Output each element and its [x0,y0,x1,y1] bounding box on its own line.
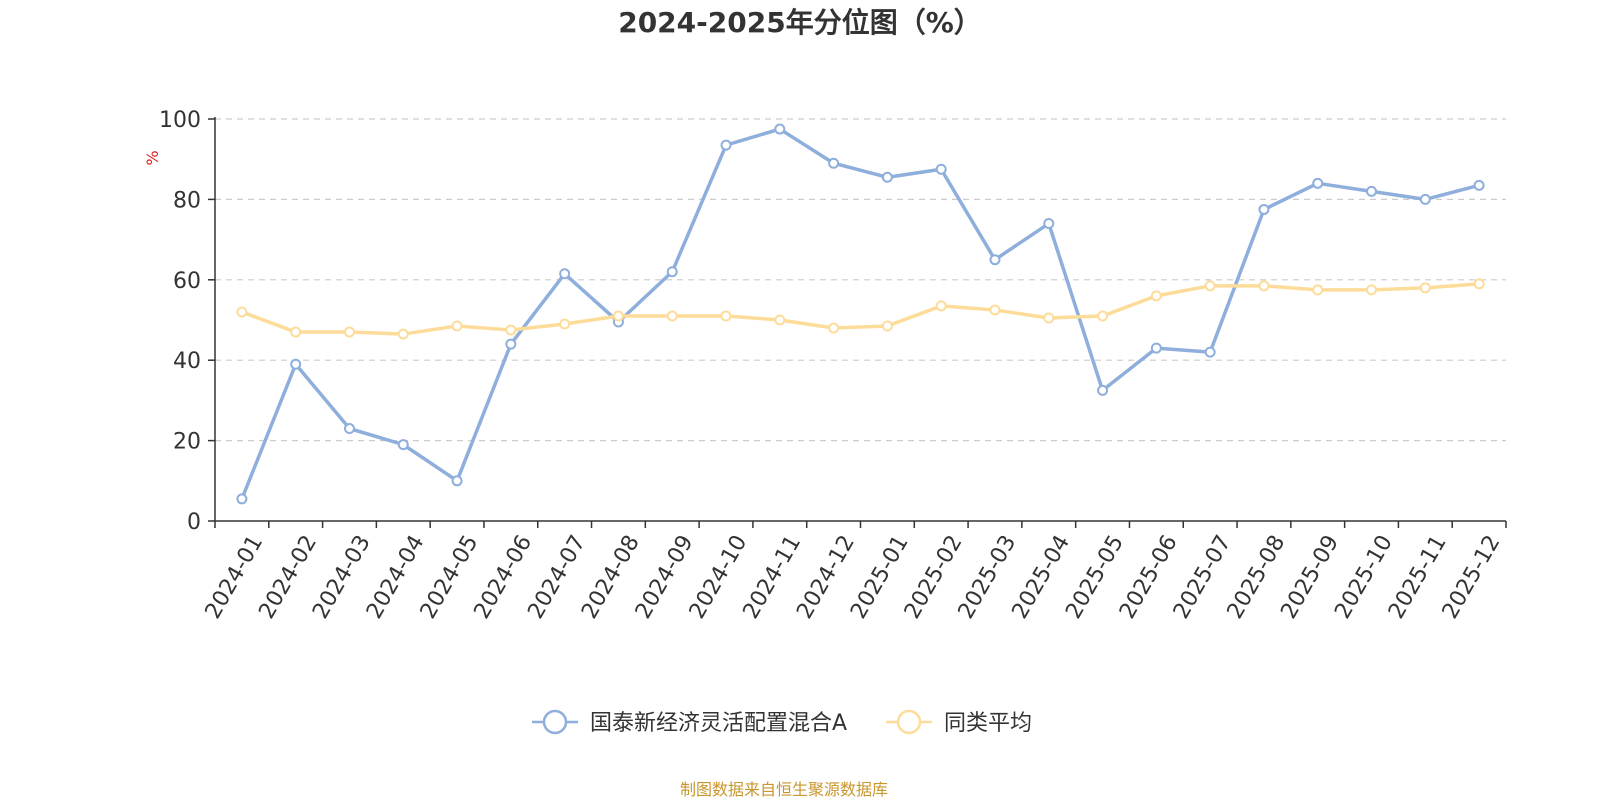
series-line [241,282,1480,336]
data-point [989,254,1001,266]
y-tick-label: 60 [173,269,201,294]
data-point [1419,193,1431,205]
data-point [881,320,893,332]
y-tick-label: 80 [173,188,201,213]
data-point [1258,203,1270,215]
series-1 [236,278,1485,340]
data-point [1150,342,1162,354]
data-point [1312,177,1324,189]
data-point [1473,179,1485,191]
data-point [1204,280,1216,292]
series-layer [236,123,1485,505]
y-tick-label: 100 [159,108,201,133]
data-point [397,439,409,451]
data-point [1473,278,1485,290]
data-point [989,304,1001,316]
legend[interactable]: 国泰新经济灵活配置混合A 同类平均 [532,709,1032,736]
data-point [1204,346,1216,358]
data-point [774,314,786,326]
data-point [559,268,571,280]
data-source-note: 制图数据来自恒生聚源数据库 [680,780,888,799]
data-point [1150,290,1162,302]
y-tick-label: 20 [173,430,201,455]
legend-item-1[interactable]: 同类平均 [886,709,1032,736]
data-point [343,423,355,435]
data-point [612,310,624,322]
data-point [1043,218,1055,230]
data-point [720,139,732,151]
data-point [774,123,786,135]
data-point [935,163,947,175]
legend-label: 国泰新经济灵活配置混合A [590,711,847,736]
legend-item-0[interactable]: 国泰新经济灵活配置混合A [532,709,847,736]
axes [214,117,1506,522]
chart-title: 2024-2025年分位图（%） [618,6,982,39]
data-point [505,338,517,350]
data-point [881,171,893,183]
data-point [236,493,248,505]
y-axis-unit-label: % [143,150,162,165]
data-point [666,310,678,322]
data-point [1366,185,1378,197]
data-point [1419,282,1431,294]
data-point [1366,284,1378,296]
data-point [1097,310,1109,322]
legend-label: 同类平均 [944,711,1032,736]
data-point [559,318,571,330]
y-tick-label: 40 [173,349,201,374]
data-point [397,328,409,340]
data-point [1312,284,1324,296]
gridlines [215,118,1506,442]
data-point [451,475,463,487]
data-point [1043,312,1055,324]
data-point [828,157,840,169]
data-point [828,322,840,334]
data-point [1258,280,1270,292]
y-tick-label: 0 [187,510,201,535]
data-point [505,324,517,336]
data-point [451,320,463,332]
legend-marker [542,709,568,735]
series-0 [236,123,1485,505]
data-point [720,310,732,322]
data-point [666,266,678,278]
data-point [935,300,947,312]
data-point [343,326,355,338]
data-point [1097,384,1109,396]
legend-marker [896,709,922,735]
data-point [236,306,248,318]
y-axis-ticks: 0 20 40 60 80 100 [159,108,215,535]
data-point [290,358,302,370]
data-point [290,326,302,338]
series-line [240,127,1480,500]
x-axis-ticks: 2024-012024-022024-032024-042024-052024-… [201,521,1507,623]
